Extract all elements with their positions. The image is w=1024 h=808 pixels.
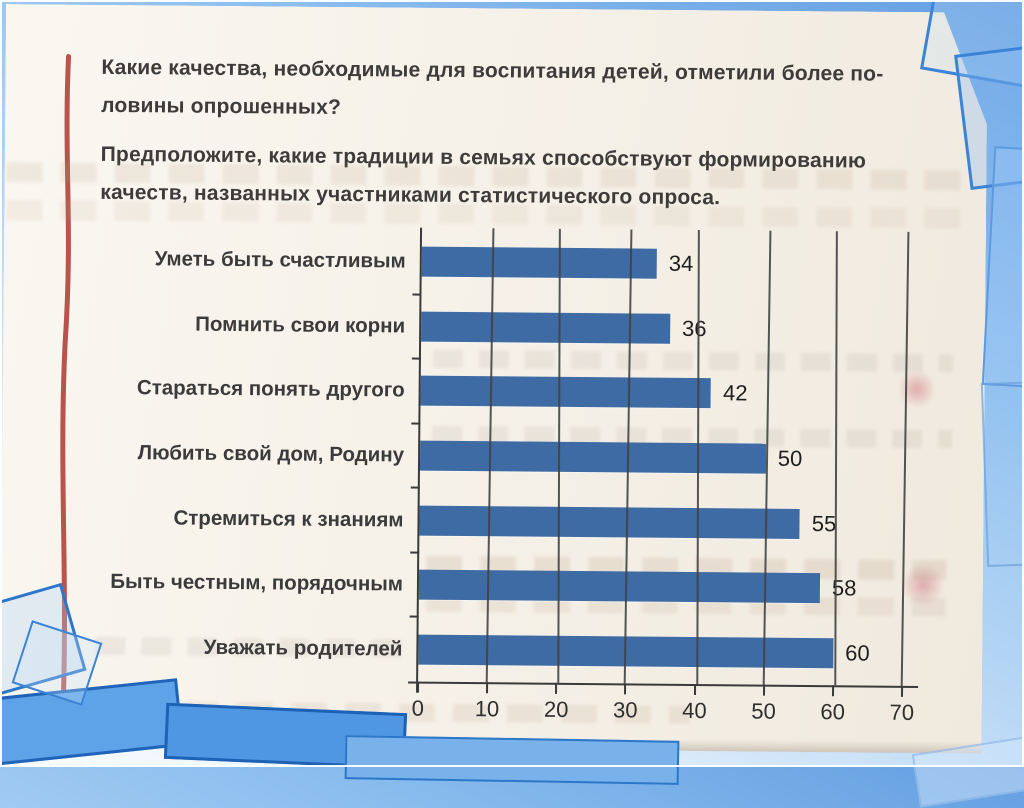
crystal-decoration [980, 381, 1024, 567]
category-label: Уважать родителей [203, 635, 403, 661]
x-axis-tick-label: 10 [474, 696, 500, 722]
bar-chart: 0 10 20 30 40 50 60 70 Уметь быть счастливым 34 По… [418, 230, 906, 686]
category-label: Помнить свои корни [195, 312, 406, 338]
bar-value-label: 60 [845, 640, 870, 666]
bar [421, 311, 670, 343]
x-axis-tick [486, 682, 488, 693]
bar [419, 570, 820, 603]
bar-value-label: 36 [681, 315, 707, 341]
slide: { "question": { "lines": [ "Какие качест… [0, 0, 1024, 767]
scanned-book-page: Какие качества, необходимые для воспитан… [0, 4, 988, 754]
x-axis-tick [763, 685, 765, 696]
category-label: Быть честным, порядочным [110, 570, 404, 596]
chart-row: Стремиться к знаниям 55 [419, 488, 904, 557]
x-axis-tick [694, 684, 696, 695]
question-line: качеств, названных участниками статистич… [100, 180, 721, 210]
category-boundary-tick [411, 422, 420, 424]
x-axis-tick [832, 685, 834, 696]
x-axis-tick [624, 683, 626, 694]
bleed-through-mark [903, 562, 943, 608]
x-axis-tick-label: 70 [889, 699, 915, 725]
category-label: Стремиться к знаниям [173, 506, 404, 532]
chart-row: Любить свой дом, Родину 50 [420, 423, 905, 492]
category-boundary-tick [410, 551, 419, 553]
chart-row: Стараться понять другого 42 [420, 359, 905, 428]
bar [421, 376, 712, 409]
category-boundary-tick [411, 487, 420, 489]
bar [419, 505, 800, 538]
x-axis-tick-label: 40 [682, 697, 707, 724]
bar-value-label: 34 [668, 251, 694, 277]
bar [420, 441, 766, 474]
category-boundary-tick [412, 358, 421, 360]
category-boundary-tick [410, 616, 419, 618]
question-line: ловины опрошенных? [101, 93, 342, 119]
x-axis-tick [417, 682, 419, 693]
chart-row: Уметь быть счастливым 34 [421, 230, 906, 299]
crystal-decoration [344, 735, 680, 785]
category-label: Уметь быть счастливым [154, 247, 406, 273]
bar-value-label: 55 [811, 510, 837, 536]
x-axis-tick-label: 50 [751, 698, 776, 724]
red-margin-line [48, 44, 94, 734]
x-axis-tick-label: 60 [820, 699, 846, 725]
bar [422, 247, 657, 279]
x-axis-tick [901, 686, 903, 697]
question-text-block: Какие качества, необходимые для воспитан… [100, 49, 985, 220]
x-axis-tick-label: 30 [612, 697, 638, 723]
bar-value-label: 50 [777, 445, 803, 471]
category-boundary-tick [412, 293, 421, 295]
chart-row: Быть честным, порядочным 58 [419, 552, 904, 621]
x-axis-tick-label: 0 [411, 695, 425, 721]
bar-value-label: 42 [722, 380, 748, 406]
category-label: Стараться понять другого [136, 376, 405, 402]
category-label: Любить свой дом, Родину [137, 441, 405, 467]
x-axis-tick-label: 20 [543, 696, 569, 722]
x-axis-tick [555, 683, 557, 694]
chart-row: Уважать родителей 60 [418, 617, 903, 686]
chart-row: Помнить свои корни 36 [421, 294, 906, 363]
